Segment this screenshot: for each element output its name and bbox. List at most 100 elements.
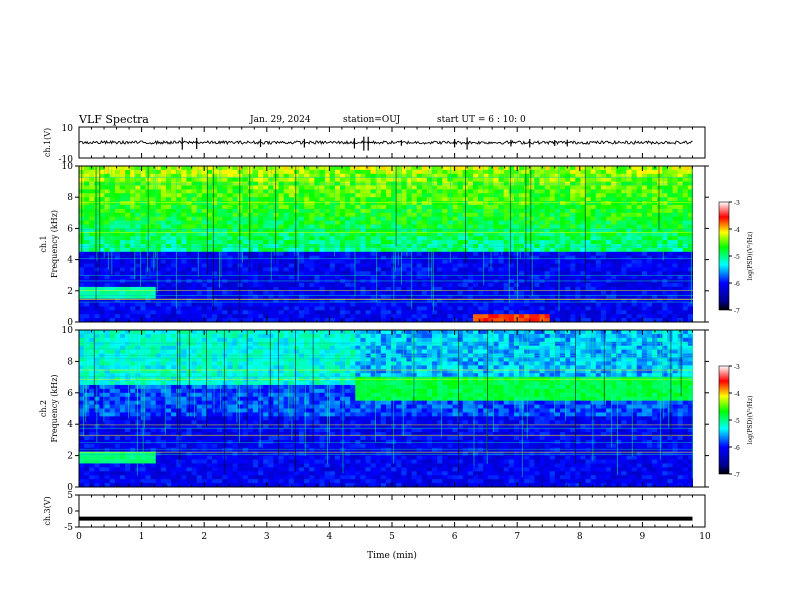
spectrogram-cell (498, 177, 505, 182)
spectrogram-cell (252, 286, 259, 292)
spectrogram-cell (365, 267, 372, 272)
spectrogram-cell (309, 255, 315, 260)
spectrogram-cell (421, 314, 428, 319)
spectrogram-cell (585, 267, 592, 272)
spectrogram-cell (472, 244, 479, 249)
spectrogram-cell (565, 224, 571, 229)
spectrogram-cell (662, 197, 668, 202)
spectrogram-cell (380, 224, 387, 229)
spectrogram-cell (457, 212, 464, 218)
spectrogram-cell (304, 286, 310, 292)
spectrogram-cell (89, 201, 95, 206)
spectrogram-cell (621, 205, 627, 210)
spectrogram-cell (140, 310, 146, 315)
spectrogram-cell (677, 283, 684, 288)
spectrogram-cell (263, 189, 269, 194)
spectrogram-cell (483, 255, 489, 260)
spectrogram-cell (309, 193, 315, 198)
spectrogram-cell (176, 240, 182, 245)
spectrogram-cell (585, 247, 592, 253)
spectrogram-cell (94, 290, 100, 296)
spectrogram-cell (606, 208, 612, 214)
spectrogram-cell (595, 166, 602, 171)
spectrogram-cell (324, 216, 331, 221)
spectrogram-cell (314, 294, 320, 299)
spectrogram-cell (339, 236, 346, 241)
spectrogram-cell (595, 244, 602, 249)
spectrogram-cell (437, 302, 443, 307)
spectrogram-cell (442, 251, 448, 257)
spectrogram-cell (263, 306, 269, 311)
spectrogram-cell (483, 224, 489, 229)
spectrogram-cell (84, 197, 90, 202)
spectrogram-cell (293, 306, 300, 311)
spectrogram-cell (145, 294, 152, 299)
spectrogram-cell (94, 263, 100, 268)
spectrogram-cell (646, 255, 653, 260)
spectrogram-cell (79, 396, 85, 402)
spectrogram-cell (396, 310, 402, 315)
spectrogram-cell (329, 224, 336, 229)
spectrogram-cell (478, 166, 484, 171)
spectrogram-cell (345, 259, 351, 264)
spectrogram-cell (299, 173, 305, 179)
spectrogram-cell (130, 310, 136, 315)
spectrogram-cell (508, 208, 515, 214)
spectrogram-cell (212, 251, 218, 257)
spectrogram-cell (242, 302, 249, 307)
spectrogram-cell (227, 212, 233, 218)
spectrogram-cell (324, 247, 331, 253)
spectrogram-cell (334, 267, 341, 272)
spectrogram-cell (406, 189, 412, 194)
spectrogram-cell (263, 177, 269, 182)
spectrogram-cell (626, 189, 632, 194)
spectrogram-cell (667, 286, 673, 292)
spectrogram-cell (227, 166, 233, 171)
spectrogram-cell (119, 232, 126, 237)
spectrogram-cell (396, 177, 402, 182)
spectrogram-cell (375, 275, 382, 280)
spectrogram-cell (171, 212, 177, 218)
spectrogram-cell (89, 365, 95, 370)
spectrogram-cell (360, 318, 366, 323)
spectrogram-cell (503, 212, 510, 218)
spectrogram-cell (472, 224, 479, 229)
spectrogram-cell (677, 173, 684, 179)
spectrogram-cell (191, 271, 198, 276)
spectrogram-cell (662, 185, 668, 190)
spectrogram-cell (227, 208, 233, 214)
spectrogram-cell (165, 318, 172, 323)
spectrogram-cell (616, 244, 622, 249)
spectrogram-cell (478, 267, 484, 272)
spectrogram-cell (222, 294, 228, 299)
spectrogram-cell (493, 166, 499, 171)
spectrogram-cell (519, 302, 525, 307)
spectrogram-cell (155, 314, 162, 319)
spectrogram-cell (104, 185, 111, 190)
spectrogram-cell (682, 302, 689, 307)
spectrogram-cell (606, 306, 612, 311)
spectrogram-cell (232, 220, 239, 225)
spectrogram-cell (421, 212, 428, 218)
spectrogram-cell (472, 185, 479, 190)
spectrogram-cell (140, 283, 146, 288)
spectrogram-cell (646, 166, 653, 171)
spectrogram-cell (181, 255, 187, 260)
spectrogram-cell (283, 236, 290, 241)
spectrogram-cell (432, 244, 438, 249)
spectrogram-cell (544, 294, 551, 299)
spectrogram-cell (646, 298, 653, 303)
spectrogram-cell (544, 318, 551, 323)
spectrogram-cell (539, 267, 546, 272)
spectrogram-cell (539, 271, 546, 276)
spectrogram-cell (406, 228, 412, 233)
spectrogram-cell (616, 294, 622, 299)
spectrogram-cell (196, 166, 203, 171)
spectrogram-cell (626, 290, 632, 296)
spectrogram-cell (616, 286, 622, 292)
spectrogram-cell (621, 173, 627, 179)
spectrogram-cell (401, 263, 407, 268)
spectrogram-cell (206, 216, 213, 221)
spectrogram-cell (457, 177, 464, 182)
spectrogram-cell (406, 286, 412, 292)
